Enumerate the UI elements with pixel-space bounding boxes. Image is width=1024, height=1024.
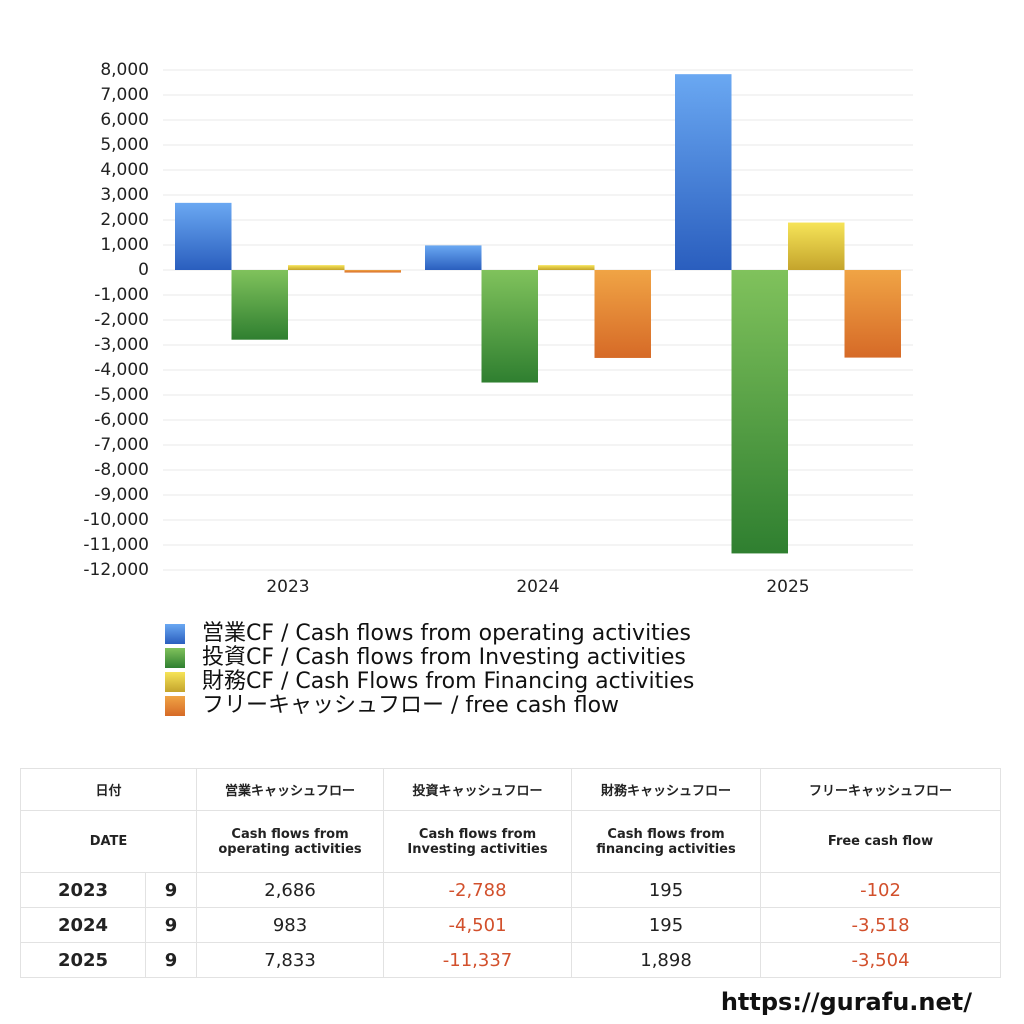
y-tick-label: -1,000: [94, 285, 149, 305]
value-cell: -2,788: [383, 872, 573, 908]
y-tick-label: 1,000: [100, 235, 149, 255]
y-tick-label: -2,000: [94, 310, 149, 330]
y-tick-label: 2,000: [100, 210, 149, 230]
row-year: 2023: [20, 872, 146, 908]
x-tick-label: 2025: [766, 577, 809, 597]
value-cell: 7,833: [196, 942, 385, 978]
bar: [288, 265, 345, 270]
y-tick-label: 4,000: [100, 160, 149, 180]
legend-swatch: [165, 696, 185, 716]
chart: -12,000 -11,000 -10,000 -9,000 -8,000 -7,000 -…: [83, 60, 913, 718]
footer-url: https://gurafu.net/: [720, 988, 972, 1016]
header-en: Cash flows from financing activities: [571, 810, 762, 873]
bar: [594, 270, 651, 358]
y-tick-label: -9,000: [94, 485, 149, 505]
value-cell: -102: [760, 872, 1002, 908]
value-cell: 1,898: [571, 942, 762, 978]
header-ja: 営業キャッシュフロー: [196, 768, 385, 811]
value-cell: 983: [196, 907, 385, 943]
value-cell: -11,337: [383, 942, 573, 978]
header-en: Cash flows from operating activities: [196, 810, 385, 873]
data-table: 日付 営業キャッシュフロー 投資キャッシュフロー 財務キャッシュフロー フリーキャッシュ…: [19, 768, 1002, 978]
bar: [731, 270, 788, 554]
bar: [425, 245, 482, 270]
legend-label: 投資CF / Cash flows from Investing activit…: [202, 645, 686, 670]
header-en: DATE: [19, 810, 198, 873]
y-tick-label: 7,000: [100, 85, 149, 105]
y-tick-label: 5,000: [100, 135, 149, 155]
row-month: 9: [144, 942, 198, 978]
y-tick-label: -5,000: [94, 385, 149, 405]
bar: [788, 222, 845, 270]
y-tick-label: -7,000: [94, 435, 149, 455]
row-year: 2024: [20, 907, 146, 943]
x-tick-label: 2024: [516, 577, 559, 597]
value-cell: 2,686: [196, 872, 385, 908]
x-tick-label: 2023: [266, 577, 309, 597]
row-year: 2025: [20, 942, 146, 978]
bar: [538, 265, 595, 270]
header-ja: 投資キャッシュフロー: [383, 768, 573, 811]
y-tick-label: -12,000: [83, 560, 149, 580]
bar: [844, 270, 901, 358]
y-tick-label: -10,000: [83, 510, 149, 530]
row-month: 9: [144, 907, 198, 943]
bar: [231, 270, 288, 340]
value-cell: -3,504: [760, 942, 1002, 978]
header-ja: 日付: [19, 768, 198, 811]
y-tick-label: -6,000: [94, 410, 149, 430]
y-tick-label: 3,000: [100, 185, 149, 205]
y-tick-label: -3,000: [94, 335, 149, 355]
bar: [481, 270, 538, 383]
y-tick-label: 6,000: [100, 110, 149, 130]
y-tick-label: -11,000: [83, 535, 149, 555]
bar: [175, 202, 232, 270]
header-ja: フリーキャッシュフロー: [760, 768, 1002, 811]
header-en: Free cash flow: [760, 810, 1002, 873]
legend-label: フリーキャッシュフロー / free cash flow: [202, 693, 619, 718]
legend-swatch: [165, 624, 185, 644]
y-tick-label: 0: [138, 260, 149, 280]
value-cell: 195: [571, 907, 762, 943]
header-en: Cash flows from Investing activities: [383, 810, 573, 873]
row-month: 9: [144, 872, 198, 908]
y-tick-label: -8,000: [94, 460, 149, 480]
y-tick-label: 8,000: [100, 60, 149, 80]
bar: [344, 270, 401, 273]
value-cell: -3,518: [760, 907, 1002, 943]
legend-swatch: [165, 672, 185, 692]
legend-label: 財務CF / Cash Flows from Financing activit…: [202, 669, 694, 694]
legend-swatch: [165, 648, 185, 668]
bar: [675, 74, 732, 270]
legend-label: 営業CF / Cash flows from operating activit…: [202, 621, 691, 646]
header-ja: 財務キャッシュフロー: [571, 768, 762, 811]
value-cell: -4,501: [383, 907, 573, 943]
y-tick-label: -4,000: [94, 360, 149, 380]
value-cell: 195: [571, 872, 762, 908]
